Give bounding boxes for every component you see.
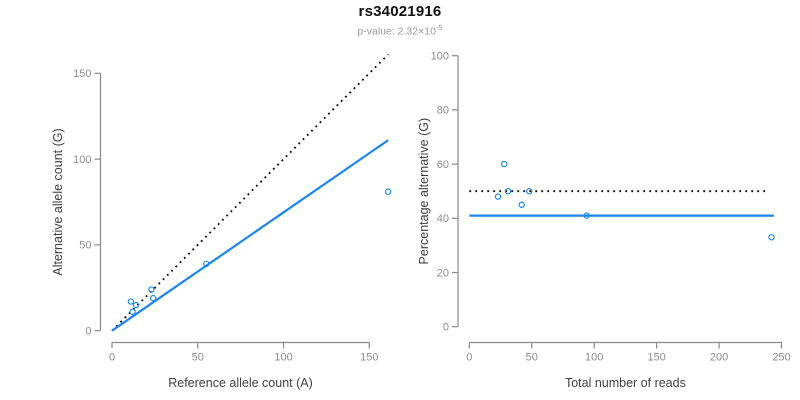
- x-tick-label: 200: [710, 352, 728, 364]
- y-tick-label: 100: [73, 154, 91, 166]
- y-axis-title: Percentage alternative (G): [417, 118, 431, 265]
- data-point: [148, 286, 155, 293]
- x-tick-label: 100: [585, 352, 603, 364]
- x-tick-label: 150: [360, 352, 378, 364]
- y-tick-label: 100: [431, 51, 449, 63]
- pvalue-subtitle: p-value: 2.32×10-5: [0, 23, 800, 38]
- y-tick-label: 80: [437, 105, 449, 117]
- data-point: [501, 160, 508, 168]
- regression-line: [111, 139, 389, 332]
- x-axis-title: Total number of reads: [565, 376, 686, 390]
- y-tick-label: 0: [443, 322, 449, 334]
- y-tick-label: 150: [73, 68, 91, 80]
- data-point: [583, 212, 590, 219]
- pvalue-text: p-value: 2.32×10: [357, 25, 436, 38]
- y-tick-label: 20: [437, 267, 449, 279]
- x-tick-label: 0: [109, 352, 115, 364]
- y-tick-label: 40: [437, 213, 449, 225]
- data-point: [132, 301, 140, 309]
- right-chart: 0 50 100 150 200 250 0 20 40 60 80 100 Total number …: [417, 51, 791, 391]
- y-tick-label: 50: [79, 240, 91, 252]
- data-point: [384, 188, 392, 195]
- x-tick-label: 50: [526, 352, 538, 364]
- pvalue-exponent: -5: [435, 23, 443, 32]
- x-tick-label: 50: [192, 352, 204, 364]
- data-point: [518, 201, 525, 208]
- x-tick-label: 150: [647, 352, 665, 364]
- data-point: [526, 187, 533, 195]
- x-tick-label: 250: [772, 352, 790, 364]
- y-axis-title: Alternative allele count (G): [51, 128, 65, 275]
- data-point: [504, 187, 512, 195]
- data-point: [127, 298, 135, 305]
- data-point: [768, 234, 775, 241]
- data-point: [129, 308, 136, 316]
- data-point: [149, 294, 157, 302]
- data-point: [203, 260, 210, 267]
- x-axis-title: Reference allele count (A): [168, 376, 313, 390]
- x-tick-label: 0: [466, 352, 472, 364]
- identity-line: [111, 53, 389, 332]
- variant-title: rs34021916: [358, 3, 442, 20]
- left-chart: 0 50 100 150 0 50 100 150 Reference allele count…: [51, 53, 392, 390]
- y-tick-label: 60: [437, 159, 449, 171]
- x-tick-label: 100: [274, 352, 292, 364]
- y-tick-label: 0: [85, 326, 91, 338]
- data-point: [494, 193, 502, 200]
